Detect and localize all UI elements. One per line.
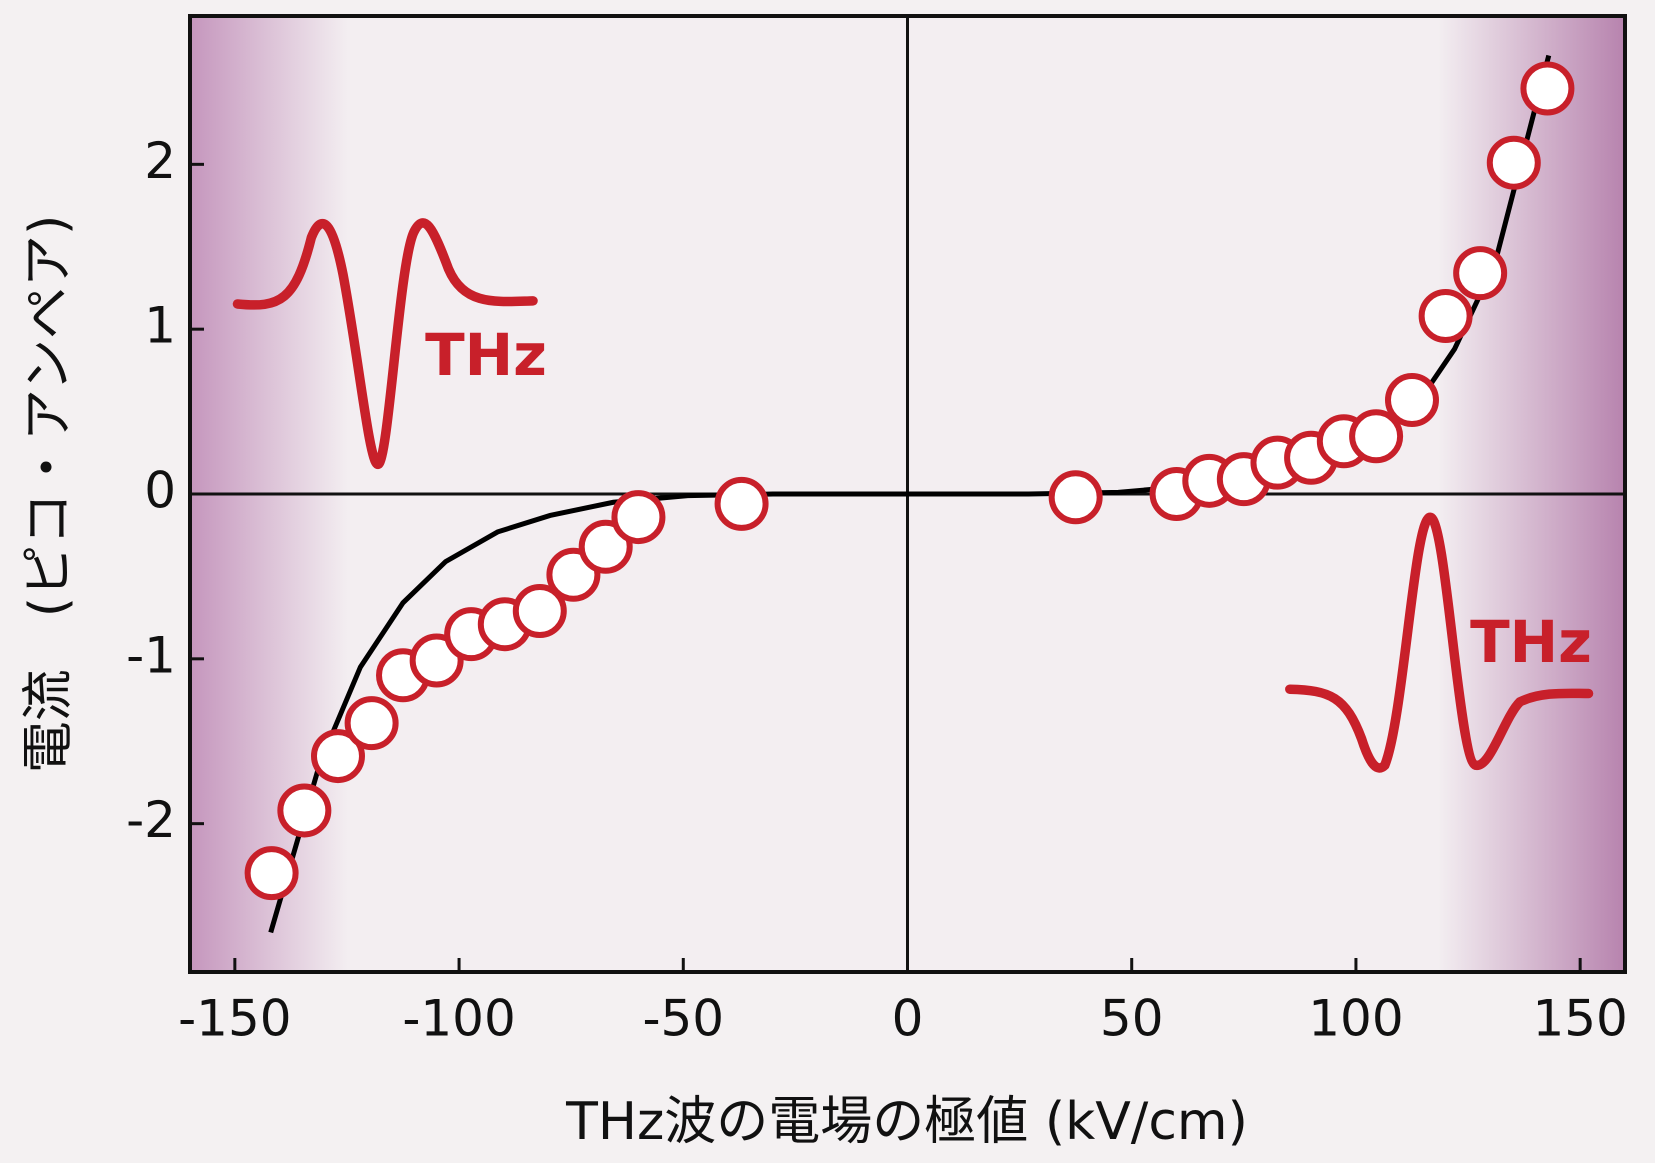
data-point [310, 729, 365, 784]
x-axis-label: THz波の電場の極値 (kV/cm) [565, 1092, 1248, 1152]
y-tick-label: 1 [144, 297, 176, 355]
y-tick-label: -1 [126, 626, 176, 684]
x-tick-label: 50 [1100, 990, 1164, 1048]
data-point [512, 584, 567, 639]
data-point [1418, 288, 1473, 343]
pulse-icons [232, 218, 1594, 773]
data-point [344, 696, 399, 751]
data-point [277, 783, 332, 838]
x-tick-label: 150 [1532, 990, 1627, 1048]
data-point [244, 846, 299, 901]
data-point [1453, 246, 1508, 301]
x-tick-label: -150 [178, 990, 291, 1048]
data-point [1520, 61, 1575, 116]
data-point [1349, 409, 1404, 464]
pulse-left [232, 218, 538, 470]
y-tick-label: 0 [144, 462, 176, 520]
data-point [1486, 135, 1541, 190]
annotation: THz [425, 321, 547, 389]
y-axis-label: 電流 (ピコ・アンペア) [19, 215, 79, 774]
data-point [1048, 470, 1103, 525]
data-point [611, 490, 666, 545]
data-point [714, 476, 769, 531]
pulse-right [1285, 512, 1594, 773]
y-tick-label: 2 [144, 132, 176, 190]
x-tick-label: -50 [642, 990, 724, 1048]
annotation: THz [1470, 608, 1592, 676]
x-tick-label: 100 [1308, 990, 1403, 1048]
x-tick-label: 0 [892, 990, 924, 1048]
y-tick-label: -2 [126, 791, 176, 849]
data-point [578, 519, 633, 574]
x-tick-label: -100 [402, 990, 515, 1048]
data-point [1384, 373, 1439, 428]
